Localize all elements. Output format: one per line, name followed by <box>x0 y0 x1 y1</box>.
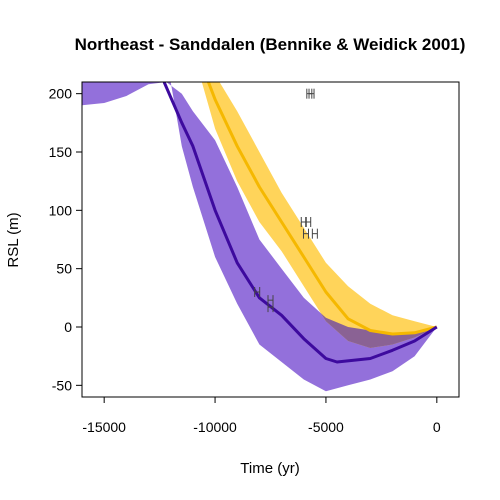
rsl-lines <box>162 82 438 364</box>
y-axis: -50 0 50 100 150 200 <box>49 86 83 393</box>
x-tick-label: -10000 <box>193 419 237 435</box>
line-purple <box>162 82 438 364</box>
data-point-marker <box>267 302 274 313</box>
x-tick-label: -15000 <box>82 419 126 435</box>
band-purple <box>82 82 437 392</box>
x-tick-label: -5000 <box>308 419 344 435</box>
data-point-marker <box>302 228 309 239</box>
y-axis-label: RSL (m) <box>5 212 22 267</box>
band-yellow <box>201 82 437 348</box>
x-axis: -15000 -10000 -5000 0 <box>82 396 441 435</box>
x-tick-label: 0 <box>433 419 441 435</box>
y-tick-label: 200 <box>49 86 73 102</box>
data-markers <box>254 88 318 313</box>
x-axis-label: Time (yr) <box>240 460 299 477</box>
line-yellow <box>206 82 438 336</box>
data-point-marker <box>311 228 318 239</box>
y-tick-label: 50 <box>56 261 72 277</box>
y-tick-label: 100 <box>49 202 73 218</box>
uncertainty-bands <box>82 82 437 392</box>
chart-title: Northeast - Sanddalen (Bennike & Weidick… <box>75 35 466 54</box>
data-point-marker <box>254 287 261 297</box>
data-point-marker <box>305 217 312 227</box>
y-tick-label: 150 <box>49 144 73 160</box>
y-tick-label: 0 <box>64 319 72 335</box>
data-point-marker <box>308 88 315 99</box>
y-tick-label: -50 <box>52 377 72 393</box>
